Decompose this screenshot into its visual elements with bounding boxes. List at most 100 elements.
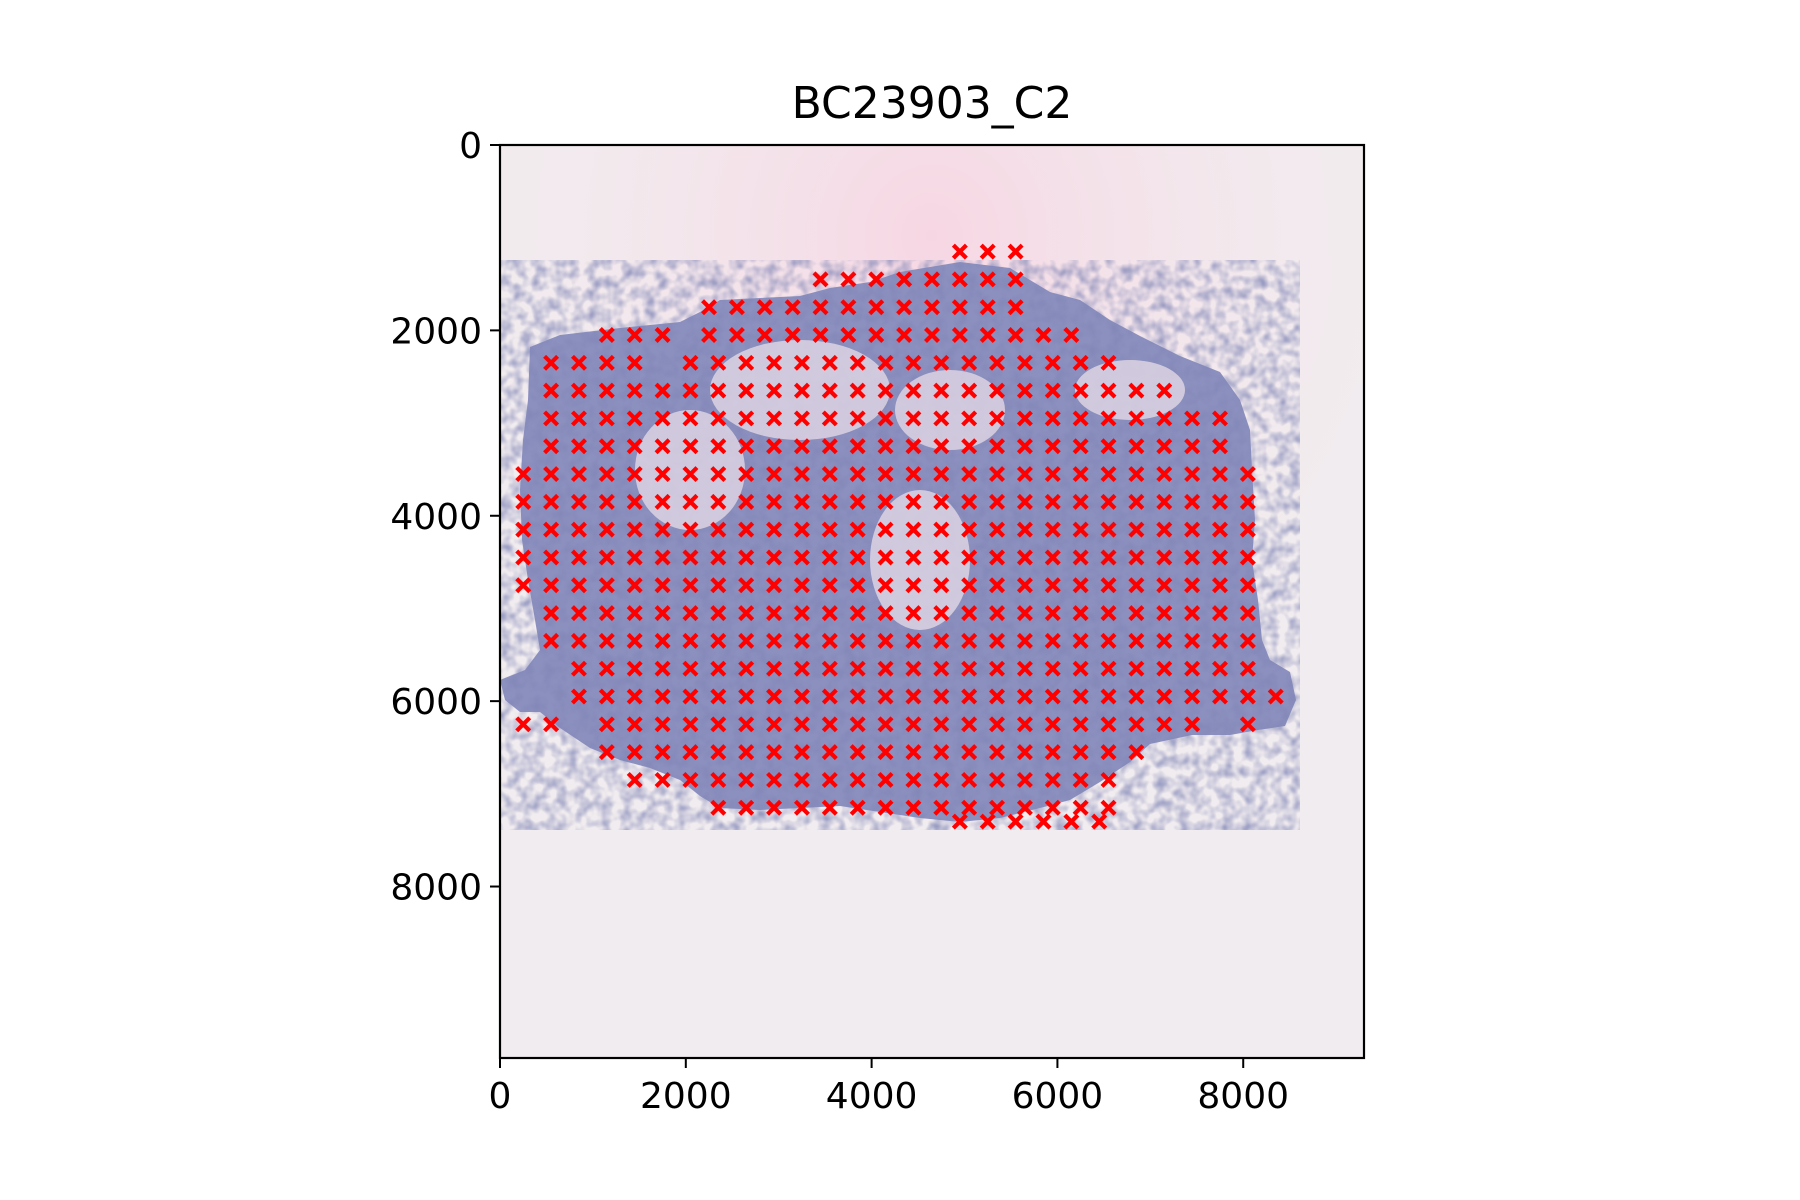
spot-marker [933, 577, 950, 594]
spot-marker [840, 327, 857, 343]
spot-marker [738, 799, 755, 816]
spot-marker [877, 605, 894, 622]
spot-marker [1128, 716, 1145, 733]
spot-marker [905, 688, 922, 705]
spot-marker [961, 716, 978, 733]
spot-marker [728, 327, 745, 343]
spot-marker [728, 299, 745, 316]
spot-marker [626, 493, 643, 510]
spot-marker [701, 299, 718, 316]
spot-marker [598, 577, 615, 594]
spot-marker [766, 771, 783, 788]
spot-marker [877, 466, 894, 483]
spot-marker [793, 466, 810, 483]
spot-marker [1128, 549, 1145, 566]
spot-marker [1239, 521, 1256, 538]
spot-marker [877, 799, 894, 816]
spot-marker [933, 632, 950, 649]
spot-marker [654, 382, 671, 399]
spot-marker [1128, 632, 1145, 649]
spot-marker [868, 271, 885, 288]
spot-marker [849, 799, 866, 816]
spot-marker [821, 688, 838, 705]
spot-marker [961, 632, 978, 649]
spot-marker [682, 577, 699, 594]
spot-marker [1128, 438, 1145, 455]
spot-marker [766, 466, 783, 483]
spot-marker [626, 744, 643, 761]
spot-marker [821, 744, 838, 761]
spot-marker [766, 632, 783, 649]
spot-marker [1156, 605, 1173, 622]
spot-marker [1016, 799, 1033, 816]
spot-marker [877, 521, 894, 538]
spot-marker [1184, 632, 1201, 649]
spot-marker [961, 466, 978, 483]
spot-marker [1072, 549, 1089, 566]
spot-marker [1044, 799, 1061, 816]
spot-marker [849, 493, 866, 510]
spot-marker [1007, 813, 1024, 830]
spot-marker [979, 271, 996, 288]
spot-marker [570, 382, 587, 399]
spot-marker [682, 716, 699, 733]
spot-marker [989, 521, 1006, 538]
spot-marker [1239, 688, 1256, 705]
spot-marker [1100, 493, 1117, 510]
spot-marker [1072, 716, 1089, 733]
spot-marker [710, 466, 727, 483]
spot-marker [989, 716, 1006, 733]
spot-marker [877, 438, 894, 455]
y-axis: 0 2000 4000 6000 8000 [390, 126, 500, 909]
spot-marker [1072, 771, 1089, 788]
spot-marker [570, 605, 587, 622]
spot-marker [989, 438, 1006, 455]
spot-marker [701, 327, 718, 343]
spot-marker [682, 632, 699, 649]
spot-marker [682, 549, 699, 566]
spot-marker [710, 605, 727, 622]
spot-marker [1016, 660, 1033, 677]
spot-marker [543, 605, 560, 622]
spot-marker [1016, 354, 1033, 371]
spot-marker [1128, 410, 1145, 427]
spot-marker [543, 466, 560, 483]
spot-marker [570, 410, 587, 427]
spot-marker [598, 744, 615, 761]
spot-marker [793, 577, 810, 594]
spot-marker [951, 813, 968, 830]
spot-marker [933, 744, 950, 761]
spot-marker [1072, 466, 1089, 483]
spot-marker [933, 688, 950, 705]
spot-marker [1239, 549, 1256, 566]
spot-marker [738, 521, 755, 538]
spot-marker [626, 632, 643, 649]
spot-marker [766, 438, 783, 455]
spot-marker [1100, 549, 1117, 566]
spot-marker [877, 660, 894, 677]
spot-marker [1128, 493, 1145, 510]
spot-marker [1016, 577, 1033, 594]
spot-marker [989, 549, 1006, 566]
spot-marker [849, 716, 866, 733]
spot-marker [961, 410, 978, 427]
spot-marker [1044, 410, 1061, 427]
spot-marker [1044, 716, 1061, 733]
spot-marker [1072, 632, 1089, 649]
spot-marker [793, 688, 810, 705]
spot-marker [793, 354, 810, 371]
spot-marker [1156, 549, 1173, 566]
spot-marker [738, 410, 755, 427]
spot-marker [543, 632, 560, 649]
spot-marker [515, 549, 532, 566]
spot-marker [543, 354, 560, 371]
spot-marker [766, 521, 783, 538]
spot-marker [1072, 382, 1089, 399]
spot-marker [756, 299, 773, 316]
spot-marker [1239, 493, 1256, 510]
spot-marker [793, 660, 810, 677]
spot-marker [933, 493, 950, 510]
spot-marker [1212, 521, 1228, 538]
spot-marker [766, 716, 783, 733]
